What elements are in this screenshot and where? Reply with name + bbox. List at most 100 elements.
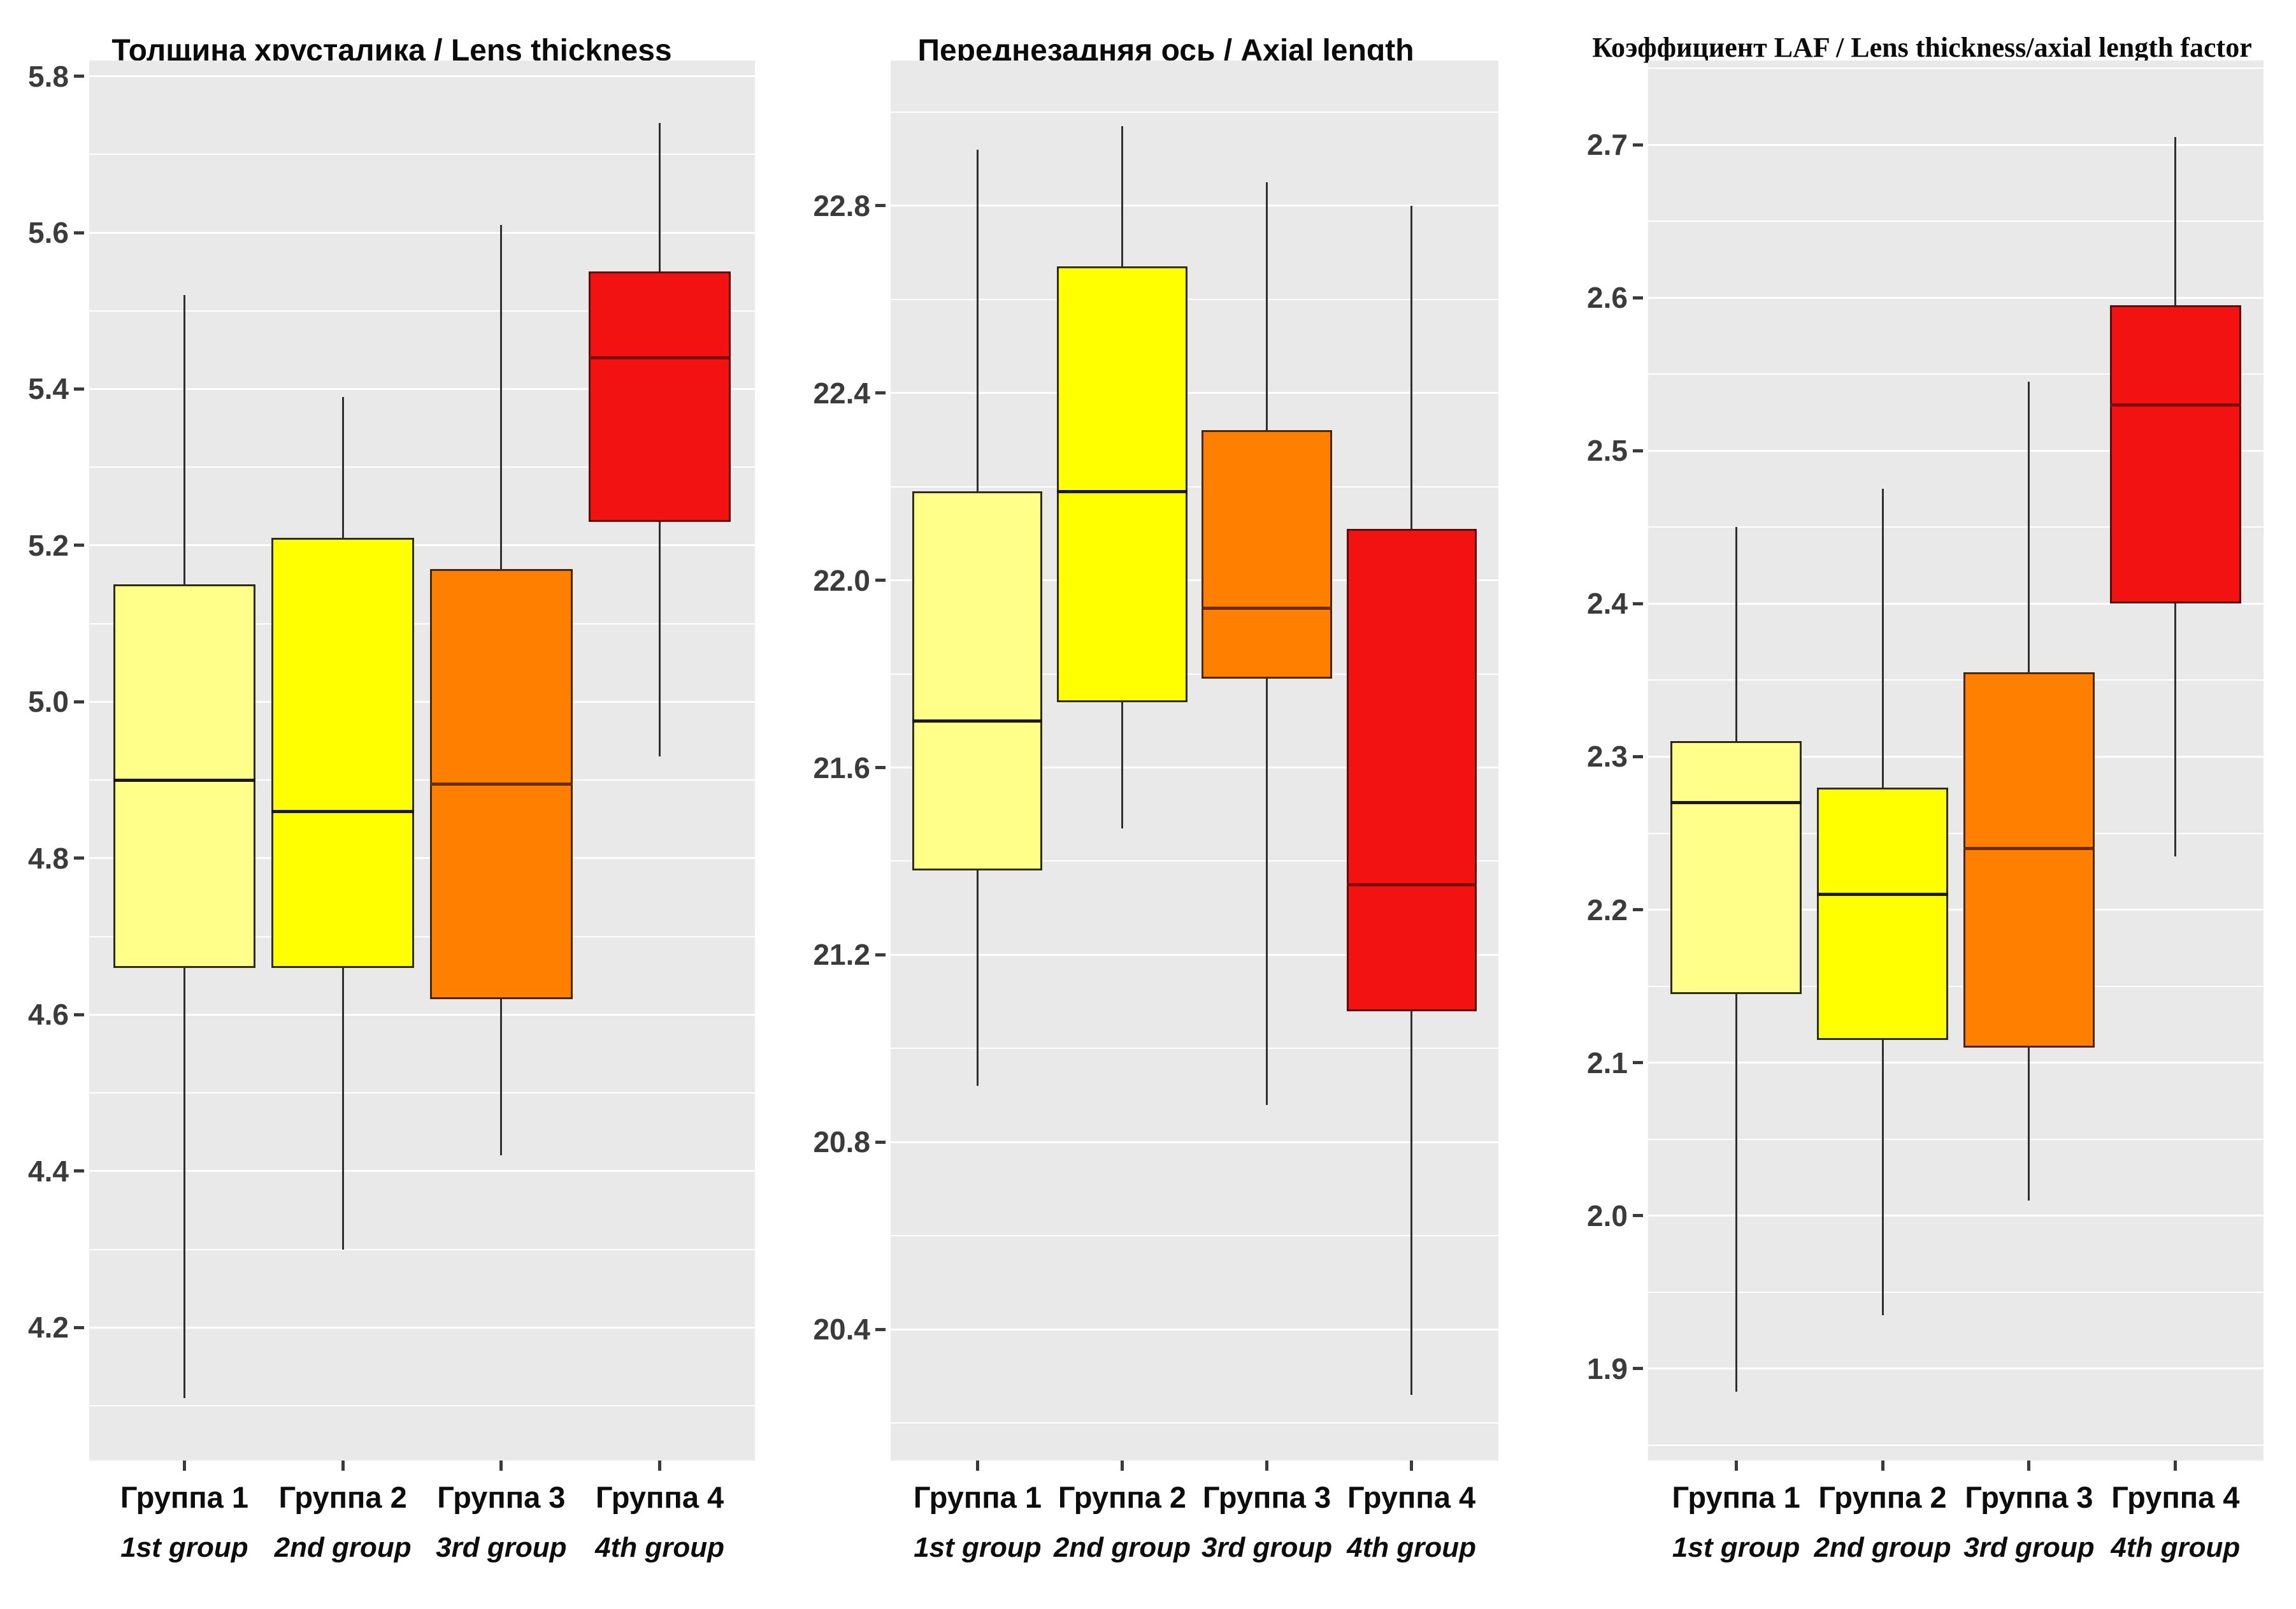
y-tick-mark (1633, 602, 1643, 605)
x-label-en: 2nd group (274, 1532, 412, 1563)
x-label-en: 3rd group (1201, 1532, 1333, 1563)
y-tick-mark (875, 1327, 886, 1331)
panel-laf-factor: Коэффициент LAF / Lens thickness/axial l… (1548, 0, 2296, 1609)
box-2 (271, 537, 414, 968)
y-tick-mark (74, 700, 84, 703)
x-label-en: 1st group (1672, 1532, 1800, 1563)
y-tick-mark (1633, 1367, 1643, 1371)
x-label-ru: Группа 4 (2111, 1480, 2240, 1514)
box-4 (588, 271, 731, 523)
x-label-en: 4th group (2111, 1532, 2241, 1563)
y-tick-label: 2.7 (1587, 128, 1628, 162)
gridline-minor (1648, 1291, 2264, 1293)
chart-title-laf-factor: Коэффициент LAF / Lens thickness/axial l… (1592, 31, 2252, 63)
box-1 (1670, 741, 1802, 994)
x-tick-mark (975, 1461, 979, 1471)
gridline-major (1648, 909, 2264, 911)
y-tick-label: 20.8 (813, 1125, 870, 1159)
gridline-major (89, 700, 755, 703)
gridline-major (891, 579, 1498, 582)
gridline-major (89, 1326, 755, 1329)
gridline-major (89, 544, 755, 547)
x-tick-mark (1410, 1461, 1414, 1471)
median-line (1202, 607, 1332, 610)
y-tick-label: 2.3 (1587, 740, 1628, 774)
x-label-en: 4th group (595, 1532, 724, 1563)
gridline-minor (89, 154, 755, 155)
gridline-minor (1648, 1138, 2264, 1140)
y-tick-mark (74, 1325, 84, 1329)
plot-area (1648, 61, 2264, 1461)
gridline-minor (89, 310, 755, 312)
gridline-major (1648, 755, 2264, 758)
y-tick-label: 5.6 (28, 216, 69, 250)
x-label-ru: Группа 1 (913, 1480, 1042, 1514)
y-tick-label: 21.6 (813, 751, 870, 784)
box-3 (1202, 430, 1332, 679)
y-tick-label: 4.8 (28, 841, 69, 875)
x-label-en: 4th group (1347, 1532, 1476, 1563)
x-tick-mark (2027, 1461, 2031, 1471)
y-tick-label: 4.2 (28, 1311, 69, 1345)
gridline-major (89, 75, 755, 78)
gridline-major (1648, 1062, 2264, 1064)
y-tick-label: 5.4 (28, 372, 69, 406)
gridline-major (1648, 296, 2264, 299)
x-label-ru: Группа 2 (278, 1480, 407, 1514)
x-label-en: 1st group (120, 1532, 248, 1563)
x-tick-mark (1734, 1461, 1738, 1471)
box-4 (2109, 305, 2242, 604)
x-label-ru: Группа 3 (1965, 1480, 2093, 1514)
gridline-major (1648, 1215, 2264, 1217)
y-tick-label: 22.8 (813, 189, 870, 222)
gridline-major (1648, 449, 2264, 452)
x-tick-mark (2174, 1461, 2178, 1471)
x-tick-mark (1265, 1461, 1269, 1471)
y-tick-mark (74, 544, 84, 547)
median-line (271, 809, 414, 813)
x-tick-mark (658, 1461, 662, 1471)
y-tick-mark (1633, 1214, 1643, 1218)
gridline-minor (1648, 526, 2264, 528)
gridline-minor (891, 673, 1498, 675)
gridline-major (891, 1141, 1498, 1143)
gridline-major (89, 231, 755, 234)
x-label-ru: Группа 2 (1058, 1480, 1187, 1514)
y-tick-label: 2.1 (1587, 1046, 1628, 1079)
y-tick-label: 5.8 (28, 59, 69, 93)
gridline-minor (89, 623, 755, 624)
gridline-minor (89, 1092, 755, 1094)
gridline-minor (1648, 220, 2264, 222)
gridline-minor (891, 1235, 1498, 1237)
y-tick-mark (74, 1169, 84, 1173)
y-tick-mark (1633, 296, 1643, 299)
y-tick-mark (74, 75, 84, 78)
y-tick-label: 2.0 (1587, 1199, 1628, 1232)
y-tick-label: 2.4 (1587, 587, 1628, 621)
y-tick-mark (74, 1013, 84, 1016)
plot-area (89, 61, 755, 1461)
x-tick-mark (1120, 1461, 1124, 1471)
gridline-minor (89, 466, 755, 468)
y-tick-mark (74, 387, 84, 391)
median-line (1346, 883, 1477, 886)
y-tick-label: 4.6 (28, 998, 69, 1032)
x-label-ru: Группа 4 (1347, 1480, 1476, 1514)
y-tick-mark (875, 391, 886, 395)
gridline-minor (89, 935, 755, 937)
gridline-major (891, 953, 1498, 956)
gridline-major (891, 392, 1498, 394)
gridline-minor (1648, 679, 2264, 681)
panel-lens-thickness: Толщина хрусталика / Lens thickness 5.8 5… (0, 0, 784, 1609)
y-tick-mark (875, 766, 886, 770)
gridline-major (891, 1328, 1498, 1331)
median-line (1057, 489, 1187, 493)
y-tick-mark (1633, 1061, 1643, 1065)
panel-axial-length: Переднезадняя ось / Axial length 22.8 22.… (784, 0, 1548, 1609)
gridline-major (891, 205, 1498, 207)
gridline-minor (1648, 373, 2264, 375)
box-1 (113, 584, 256, 968)
gridline-minor (89, 1405, 755, 1407)
box-2 (1057, 266, 1187, 702)
x-label-ru: Группа 2 (1818, 1480, 1947, 1514)
